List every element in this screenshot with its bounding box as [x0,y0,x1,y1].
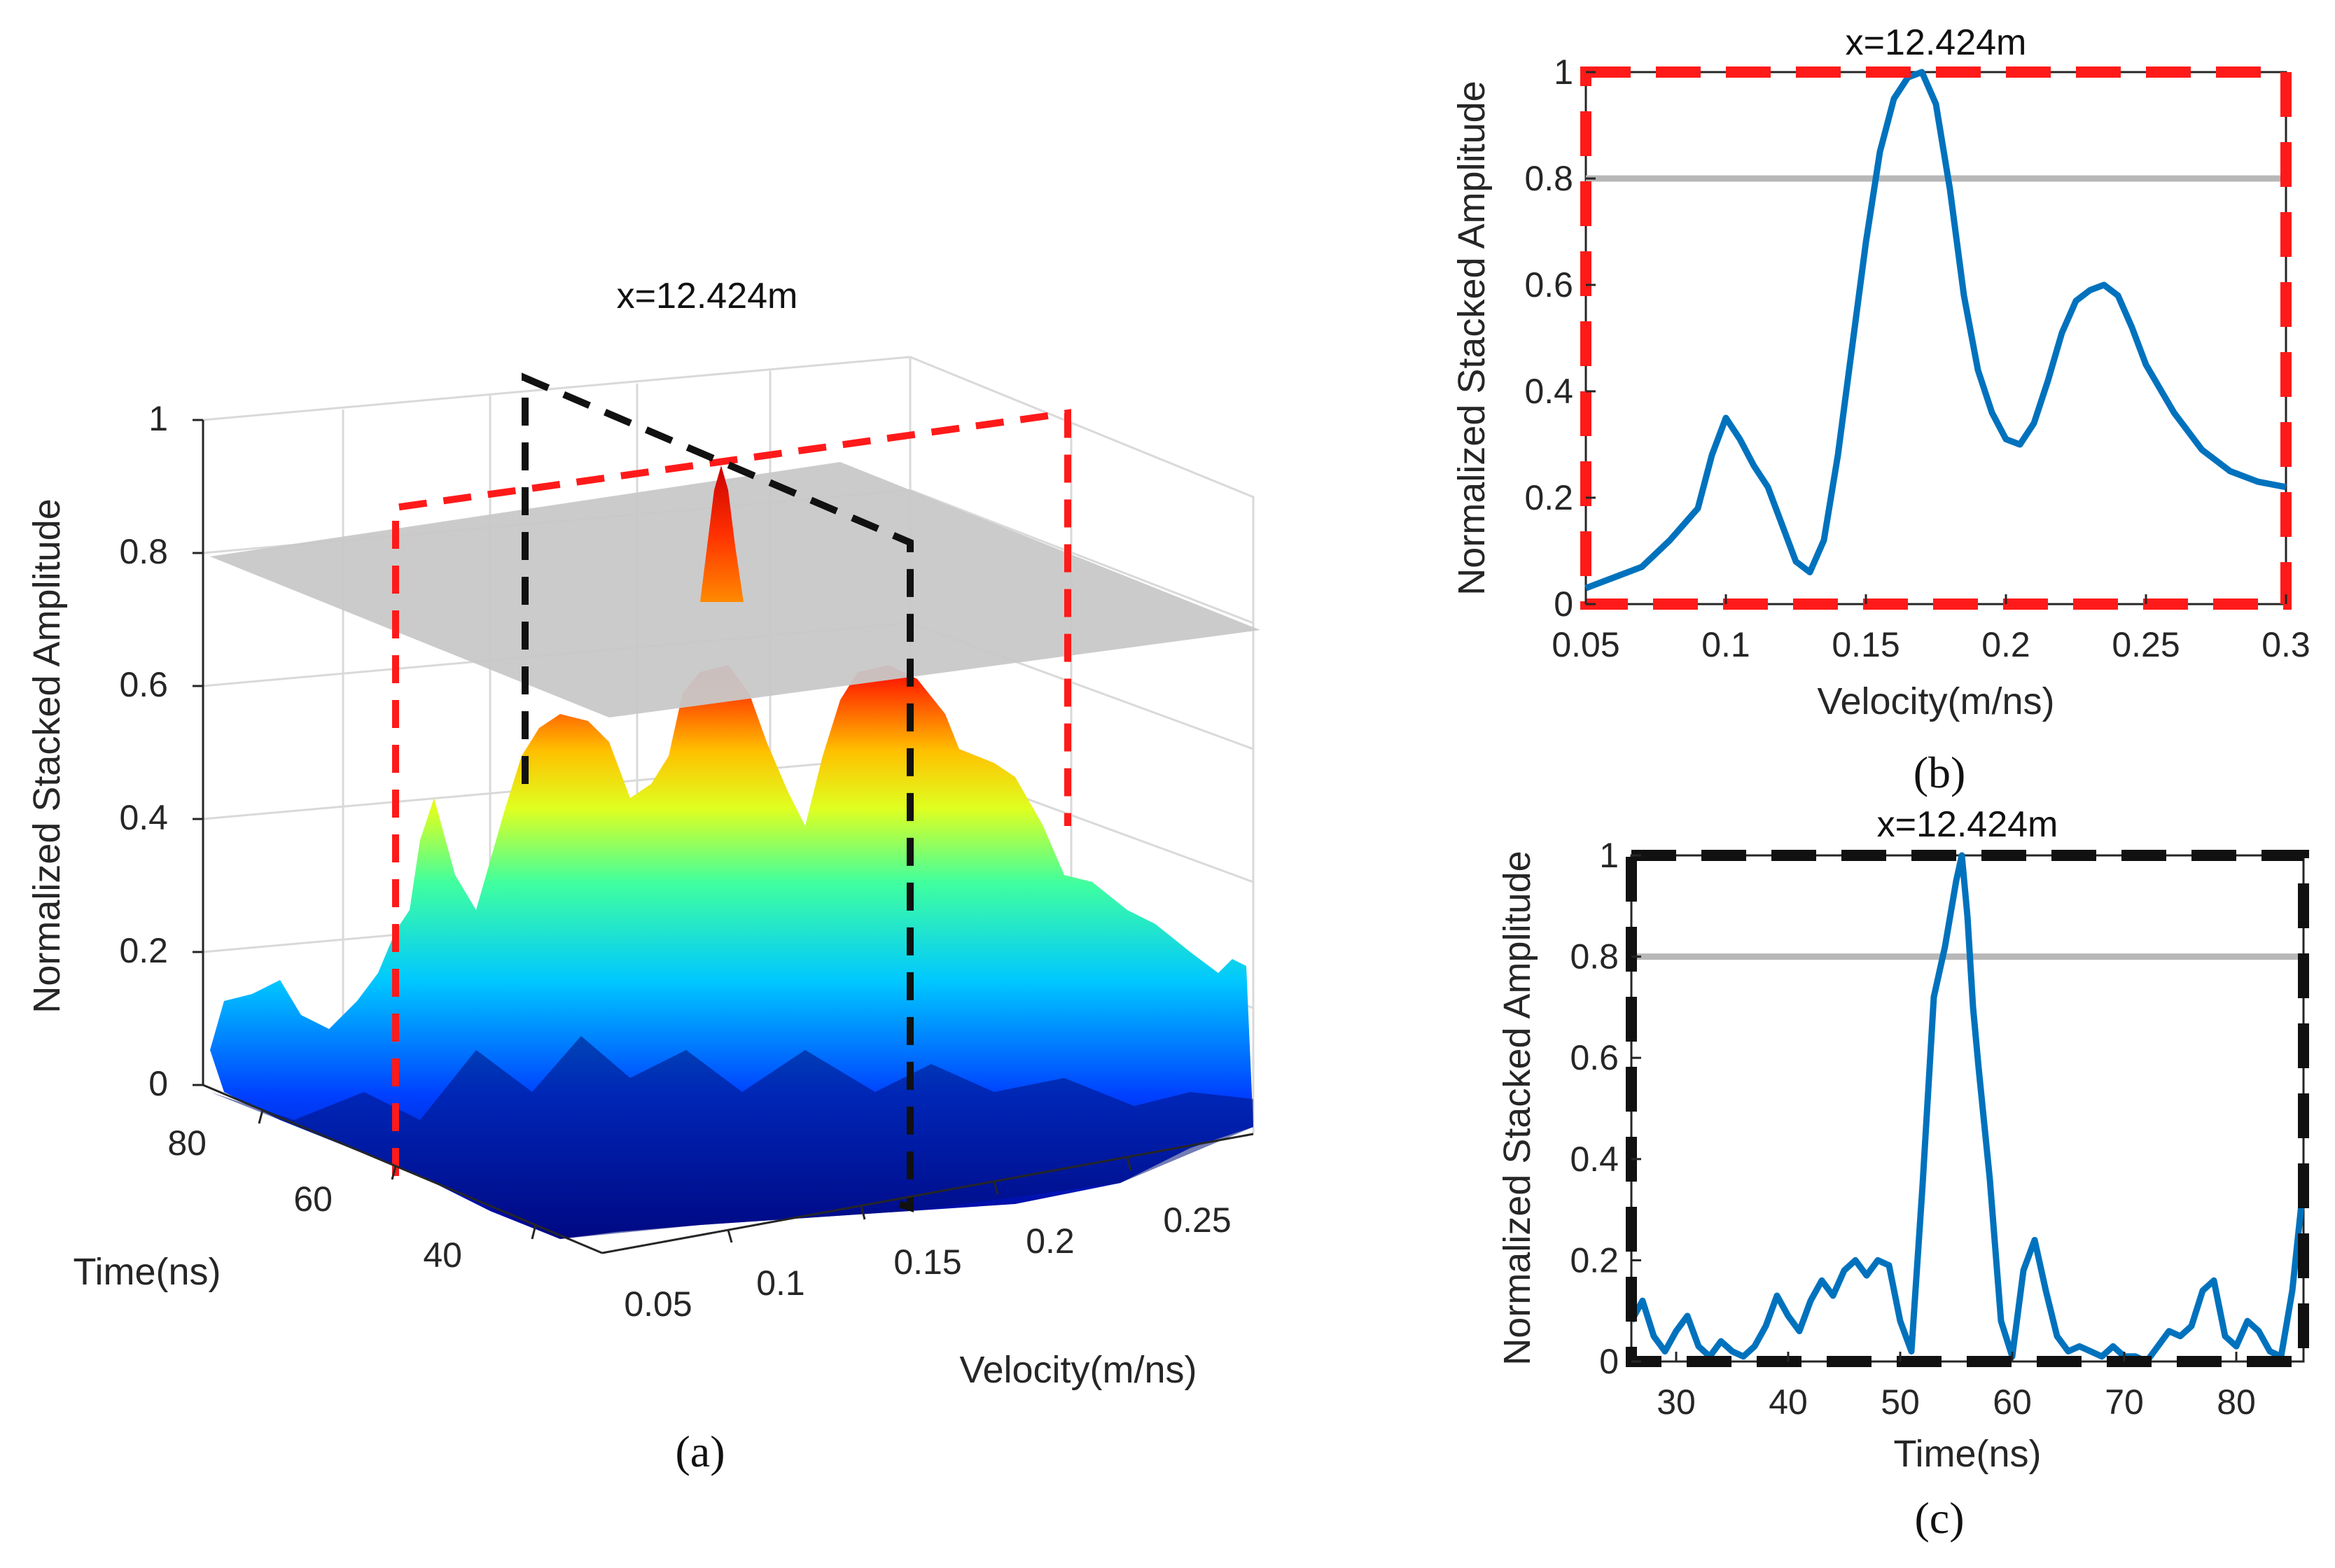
panel-a-ztick: 0.6 [119,665,168,704]
surface-valleys [210,1036,1253,1239]
panel-a-ztick: 0.8 [119,532,168,571]
ytick-label: 0.8 [1570,937,1619,976]
panel-a-axes [193,419,1254,1254]
panel-b-ylabel: Normalized Stacked Amplitude [1451,80,1493,595]
panel-b-ticks: 0 0.2 0.4 0.6 0.8 1 0.05 0.1 0.15 0.2 0.25 0.3 [1524,52,2310,664]
panel-a-ylabel: Time(ns) [74,1251,221,1293]
xtick-label: 0.3 [2261,625,2310,664]
xtick-label: 30 [1657,1382,1696,1422]
black-slice-frame [522,372,914,1212]
ytick-label: 0 [1599,1342,1619,1381]
panel-a-ytick: 60 [293,1180,333,1219]
xtick-label: 0.1 [1701,625,1750,664]
panel-a-ztick-labels: 0 0.2 0.4 0.6 0.8 1 [119,399,168,1103]
ytick-label: 1 [1599,836,1619,875]
xtick-label: 0.2 [1981,625,2030,664]
panel-a-title: x=12.424m [617,276,798,316]
panel-b-frame [1584,71,2287,606]
panel-c-ticks: 0 0.2 0.4 0.6 0.8 1 30 40 50 60 70 80 [1570,836,2255,1422]
panel-a-xtick: 0.15 [893,1242,961,1282]
panel-c-xlabel: Time(ns) [1894,1433,2042,1475]
surface-peak [700,465,744,602]
xtick-label: 0.15 [1832,625,1900,664]
panel-a-ytick-labels: 80 60 40 [167,1124,462,1275]
panel-a-xlabel: Velocity(m/ns) [959,1349,1197,1391]
panel-c-black-dashed-border [1626,850,2309,1367]
panel-c-series-line [1629,852,2307,1365]
panel-b-xlabel: Velocity(m/ns) [1817,680,2054,722]
panel-a-ytick: 40 [423,1236,462,1275]
panel-b: 0 0.2 0.4 0.6 0.8 1 0.05 0.1 0.15 0.2 0.25 0.3 x=12… [1451,22,2310,797]
ytick-label: 0 [1554,584,1573,624]
xtick-label: 60 [1993,1382,2032,1422]
xtick-label: 80 [2217,1382,2256,1422]
panel-c-label: (c) [1914,1493,1964,1543]
panel-b-series-line [1584,69,2287,592]
panel-a-xtick: 0.05 [624,1284,692,1324]
panel-a-ztick: 0 [148,1064,168,1103]
xtick-label: 40 [1769,1382,1808,1422]
panel-a-xtick-labels: 0.05 0.1 0.15 0.2 0.25 [624,1200,1231,1324]
panel-a-xtick: 0.2 [1026,1222,1075,1261]
panel-a-ztick: 0.4 [119,798,168,837]
ytick-label: 0.8 [1524,159,1573,198]
panel-a-ztick: 1 [148,399,168,438]
panel-c-title: x=12.424m [1877,804,2058,845]
ytick-label: 0.6 [1524,265,1573,304]
panel-a-ytick: 80 [167,1124,207,1163]
panel-c-ylabel: Normalized Stacked Amplitude [1496,850,1538,1365]
ytick-label: 0.2 [1570,1240,1619,1280]
panel-b-title: x=12.424m [1846,22,2027,63]
xtick-label: 50 [1881,1382,1920,1422]
panel-a-label: (a) [675,1427,725,1476]
panel-b-red-dashed-border [1580,66,2292,610]
panel-a-xtick: 0.25 [1163,1200,1231,1240]
ytick-label: 0.4 [1570,1140,1619,1179]
red-slice-frame [392,409,1071,1176]
panel-b-label: (b) [1914,748,1966,797]
panel-a-xtick: 0.1 [756,1264,805,1303]
ytick-label: 0.6 [1570,1038,1619,1077]
panel-a-zlabel: Normalized Stacked Amplitude [26,498,68,1013]
panel-a-ztick: 0.2 [119,931,168,970]
xtick-label: 0.25 [2112,625,2180,664]
xtick-label: 70 [2105,1382,2144,1422]
ytick-label: 0.2 [1524,478,1573,517]
panel-a: x=12.424m 0 0.2 0.4 0.6 0.8 1 80 60 40 0… [26,276,1260,1476]
xtick-label: 0.05 [1552,625,1619,664]
ytick-label: 1 [1554,52,1573,92]
ytick-label: 0.4 [1524,372,1573,411]
panel-c: 0 0.2 0.4 0.6 0.8 1 30 40 50 60 70 80 x=12.424m Tim… [1496,804,2309,1543]
